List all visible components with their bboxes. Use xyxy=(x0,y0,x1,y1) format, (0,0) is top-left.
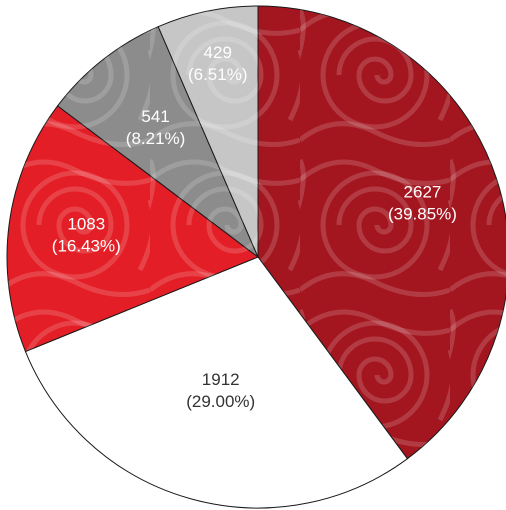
slice-value-label: 1083 xyxy=(67,215,105,234)
pie-slice-1912 xyxy=(24,256,409,509)
pie-labels: 2627 (39.85%) 1912 (29.00%) 1083 (16.43%) 541 (… xyxy=(52,43,457,411)
slice-value-label: 541 xyxy=(141,107,169,126)
slice-percent-label: (39.85%) xyxy=(388,205,457,224)
slice-percent-label: (29.00%) xyxy=(186,392,255,411)
pie-slices xyxy=(6,5,506,509)
slice-percent-label: (16.43%) xyxy=(52,237,121,256)
slice-percent-label: (6.51%) xyxy=(188,65,248,84)
pie-slice-pattern-541 xyxy=(57,26,258,258)
slice-percent-label: (8.21%) xyxy=(126,129,186,148)
slice-value-label: 429 xyxy=(204,43,232,62)
pie-slice-pattern-2627 xyxy=(258,6,506,459)
slice-value-label: 2627 xyxy=(404,183,442,202)
pie-slice-pattern-1083 xyxy=(6,105,259,352)
pie-slice-pattern-429 xyxy=(158,6,258,257)
slice-value-label: 1912 xyxy=(202,370,240,389)
